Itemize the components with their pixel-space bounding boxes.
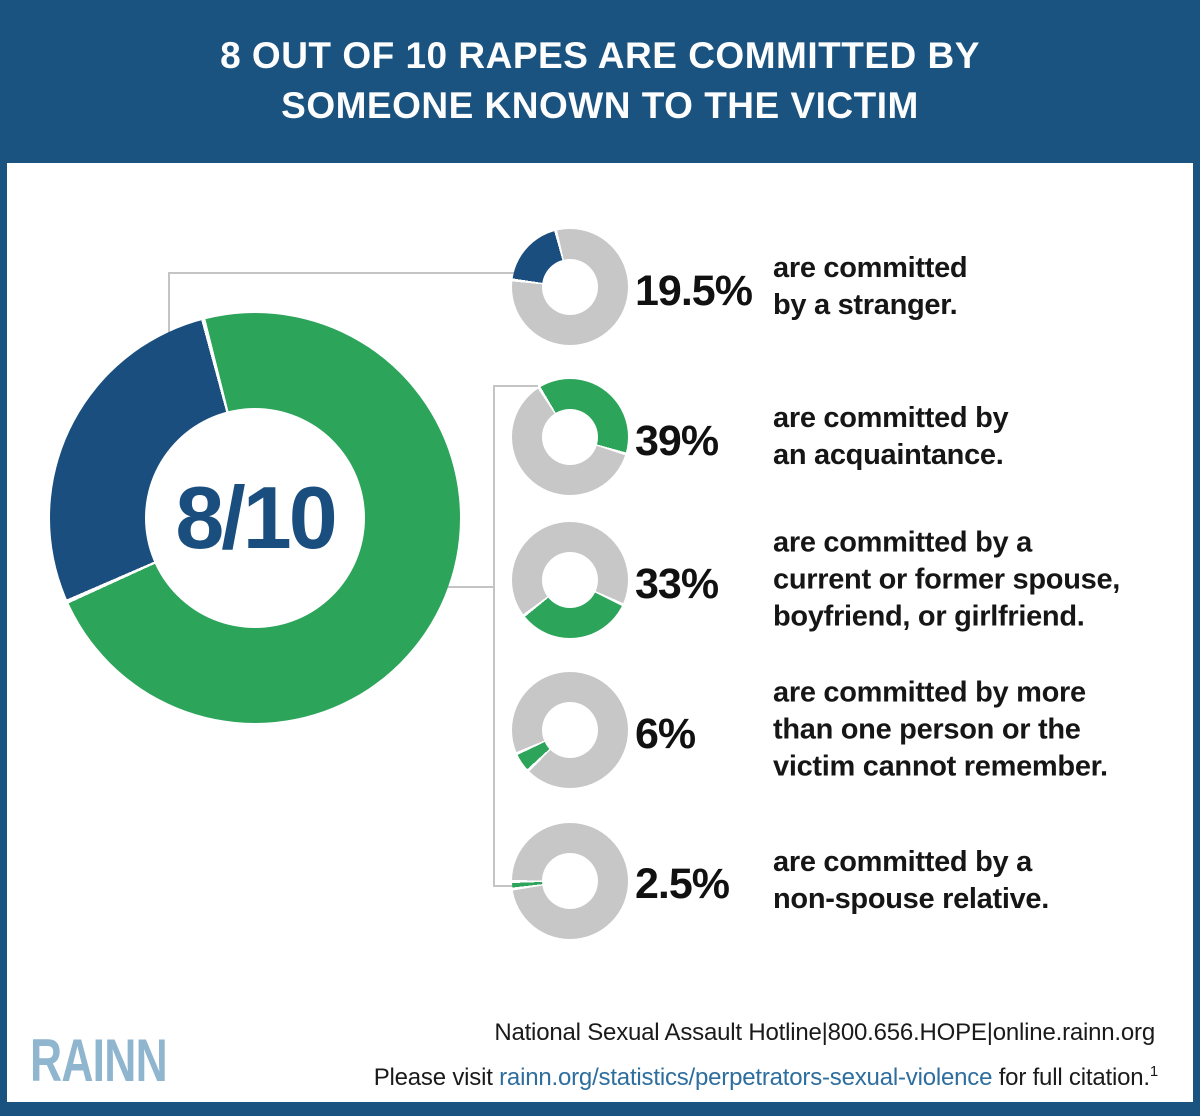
title-line-1: 8 OUT OF 10 RAPES ARE COMMITTED BY [220, 35, 980, 76]
hotline-text: National Sexual Assault Hotline|800.656.… [494, 1019, 1155, 1046]
stat-description-multiple-or-unknown: are committed by more than one person or… [773, 676, 1108, 783]
connector-bracket-top-stub [493, 385, 538, 387]
main-donut-hole: 8/10 [145, 408, 365, 628]
citation-suffix: for full citation. [992, 1064, 1150, 1091]
citation-link[interactable]: rainn.org/statistics/perpetrators-sexual… [499, 1064, 993, 1091]
stat-donut-acquaintance [512, 379, 628, 495]
connector-line-stranger-horizontal [168, 272, 514, 274]
citation-text: Please visit rainn.org/statistics/perpet… [373, 1063, 1159, 1092]
stat-donut-stranger [512, 229, 628, 345]
stat-percent-multiple-or-unknown: 6% [635, 710, 696, 758]
connector-bracket-bottom-stub [493, 885, 514, 887]
stat-donut-multiple-or-unknown [512, 672, 628, 788]
stat-percent-relative: 2.5% [635, 860, 730, 908]
header-banner: 8 OUT OF 10 RAPES ARE COMMITTED BY SOMEO… [0, 31, 1200, 131]
stat-description-partner: are committed by a current or former spo… [773, 526, 1121, 633]
stat-percent-stranger: 19.5% [635, 267, 753, 315]
connector-bracket-mid-stub [448, 586, 495, 588]
citation-prefix: Please visit [373, 1064, 500, 1091]
stat-percent-acquaintance: 39% [635, 417, 719, 465]
main-donut-chart: 8/10 [50, 313, 460, 723]
title-line-2: SOMEONE KNOWN TO THE VICTIM [281, 85, 919, 126]
stat-description-stranger: are committed by a stranger. [773, 252, 968, 321]
connector-bracket-vertical [493, 385, 495, 887]
stat-description-relative: are committed by a non-spouse relative. [773, 846, 1050, 915]
stat-description-acquaintance: are committed by an acquaintance. [773, 402, 1009, 471]
stat-donut-relative [512, 823, 628, 939]
connector-line-stranger-vertical [168, 272, 170, 334]
citation-footnote-marker: 1 [1149, 1063, 1158, 1080]
main-donut-label: 8/10 [175, 468, 337, 567]
stat-donut-partner [512, 522, 628, 638]
rainn-logo: RAINN [30, 1027, 168, 1094]
stat-percent-partner: 33% [635, 560, 719, 608]
